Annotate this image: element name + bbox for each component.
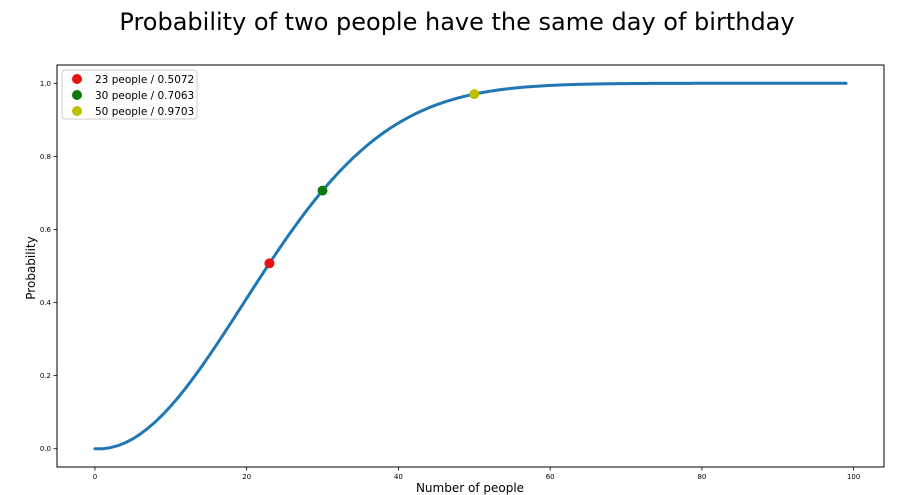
- legend-marker: [72, 74, 82, 84]
- legend-label: 30 people / 0.7063: [95, 90, 194, 102]
- legend-label: 23 people / 0.5072: [95, 74, 194, 86]
- legend: 23 people / 0.5072 30 people / 0.7063 50 p…: [61, 69, 198, 120]
- x-tick-label: 20: [242, 473, 251, 481]
- plot-area-frame: [56, 64, 885, 468]
- x-axis-label: Number of people: [416, 481, 524, 495]
- legend-marker: [72, 106, 82, 116]
- chart-title: Probability of two people have the same …: [119, 8, 794, 36]
- y-tick-label: 0.4: [40, 299, 52, 307]
- x-tick-label: 100: [847, 473, 860, 481]
- highlight-point: [469, 89, 480, 100]
- y-axis-label: Probability: [24, 236, 38, 299]
- legend-label: 50 people / 0.9703: [95, 106, 194, 118]
- probability-curve-line: [93, 81, 848, 451]
- y-tick-label: 0.6: [40, 226, 52, 234]
- legend-box: [61, 69, 198, 120]
- x-tick-label: 40: [394, 473, 403, 481]
- highlight-point: [264, 258, 275, 269]
- x-tick-label: 80: [697, 473, 706, 481]
- highlight-points: [264, 89, 480, 269]
- x-tick-label: 60: [546, 473, 555, 481]
- x-axis-ticks: 0 20 40 60 80 100: [93, 467, 860, 481]
- y-tick-label: 0.2: [40, 372, 51, 380]
- y-axis-ticks: 0.0 0.2 0.4 0.6 0.8 1.0: [40, 80, 57, 453]
- y-tick-label: 0.8: [40, 153, 51, 161]
- y-tick-label: 0.0: [40, 445, 51, 453]
- highlight-point: [317, 185, 328, 196]
- y-tick-label: 1.0: [40, 80, 51, 88]
- x-tick-label: 0: [93, 473, 97, 481]
- legend-marker: [72, 90, 82, 100]
